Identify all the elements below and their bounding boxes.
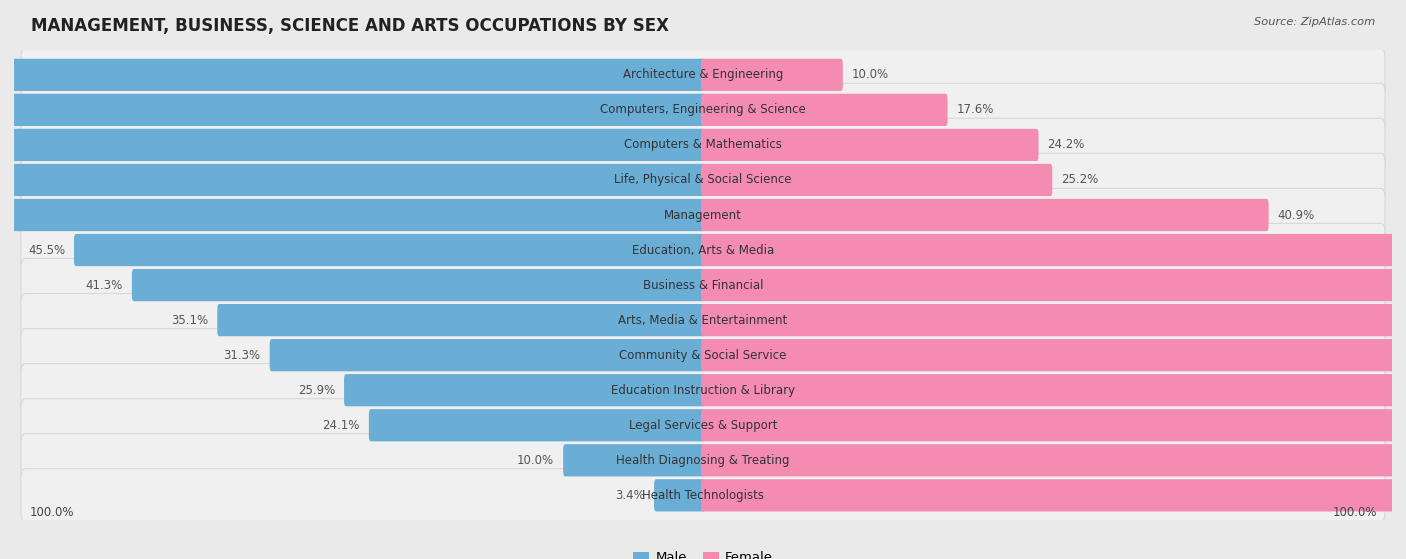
FancyBboxPatch shape [344, 374, 704, 406]
FancyBboxPatch shape [702, 374, 1406, 406]
FancyBboxPatch shape [564, 444, 704, 476]
Text: Computers, Engineering & Science: Computers, Engineering & Science [600, 103, 806, 116]
Text: Arts, Media & Entertainment: Arts, Media & Entertainment [619, 314, 787, 326]
FancyBboxPatch shape [21, 188, 1385, 241]
Text: Education Instruction & Library: Education Instruction & Library [612, 383, 794, 397]
Text: Computers & Mathematics: Computers & Mathematics [624, 139, 782, 151]
FancyBboxPatch shape [21, 434, 1385, 487]
Text: 100.0%: 100.0% [30, 506, 73, 519]
Text: 100.0%: 100.0% [1333, 506, 1376, 519]
FancyBboxPatch shape [702, 339, 1406, 371]
Text: MANAGEMENT, BUSINESS, SCIENCE AND ARTS OCCUPATIONS BY SEX: MANAGEMENT, BUSINESS, SCIENCE AND ARTS O… [31, 17, 669, 35]
FancyBboxPatch shape [21, 363, 1385, 417]
Text: Education, Arts & Media: Education, Arts & Media [631, 244, 775, 257]
FancyBboxPatch shape [702, 94, 948, 126]
FancyBboxPatch shape [702, 409, 1406, 442]
Text: 17.6%: 17.6% [956, 103, 994, 116]
FancyBboxPatch shape [702, 129, 1039, 161]
Text: Business & Financial: Business & Financial [643, 278, 763, 292]
Text: Health Diagnosing & Treating: Health Diagnosing & Treating [616, 454, 790, 467]
Text: 24.1%: 24.1% [322, 419, 360, 432]
FancyBboxPatch shape [0, 164, 704, 196]
FancyBboxPatch shape [21, 119, 1385, 172]
FancyBboxPatch shape [654, 479, 704, 511]
Text: 41.3%: 41.3% [86, 278, 122, 292]
FancyBboxPatch shape [132, 269, 704, 301]
FancyBboxPatch shape [270, 339, 704, 371]
Legend: Male, Female: Male, Female [627, 546, 779, 559]
Text: Source: ZipAtlas.com: Source: ZipAtlas.com [1254, 17, 1375, 27]
FancyBboxPatch shape [702, 59, 842, 91]
Text: 10.0%: 10.0% [852, 68, 889, 82]
Text: Health Technologists: Health Technologists [643, 489, 763, 502]
FancyBboxPatch shape [21, 224, 1385, 277]
FancyBboxPatch shape [21, 329, 1385, 382]
Text: Community & Social Service: Community & Social Service [619, 349, 787, 362]
FancyBboxPatch shape [21, 153, 1385, 207]
Text: 35.1%: 35.1% [172, 314, 208, 326]
FancyBboxPatch shape [218, 304, 704, 337]
FancyBboxPatch shape [75, 234, 704, 266]
FancyBboxPatch shape [702, 164, 1052, 196]
Text: Management: Management [664, 209, 742, 221]
FancyBboxPatch shape [0, 94, 704, 126]
FancyBboxPatch shape [0, 129, 704, 161]
FancyBboxPatch shape [0, 199, 704, 231]
FancyBboxPatch shape [702, 234, 1406, 266]
Text: 25.2%: 25.2% [1062, 173, 1098, 187]
Text: 3.4%: 3.4% [616, 489, 645, 502]
FancyBboxPatch shape [702, 199, 1268, 231]
FancyBboxPatch shape [21, 293, 1385, 347]
FancyBboxPatch shape [702, 479, 1406, 511]
FancyBboxPatch shape [368, 409, 704, 442]
FancyBboxPatch shape [702, 269, 1406, 301]
Text: Life, Physical & Social Science: Life, Physical & Social Science [614, 173, 792, 187]
FancyBboxPatch shape [702, 304, 1406, 337]
Text: 40.9%: 40.9% [1278, 209, 1315, 221]
FancyBboxPatch shape [21, 48, 1385, 102]
FancyBboxPatch shape [0, 59, 704, 91]
FancyBboxPatch shape [21, 83, 1385, 136]
Text: 10.0%: 10.0% [517, 454, 554, 467]
Text: 45.5%: 45.5% [28, 244, 65, 257]
Text: 24.2%: 24.2% [1047, 139, 1085, 151]
FancyBboxPatch shape [21, 258, 1385, 312]
FancyBboxPatch shape [21, 399, 1385, 452]
Text: 31.3%: 31.3% [224, 349, 260, 362]
Text: Legal Services & Support: Legal Services & Support [628, 419, 778, 432]
Text: 25.9%: 25.9% [298, 383, 335, 397]
FancyBboxPatch shape [21, 468, 1385, 522]
Text: Architecture & Engineering: Architecture & Engineering [623, 68, 783, 82]
FancyBboxPatch shape [702, 444, 1406, 476]
